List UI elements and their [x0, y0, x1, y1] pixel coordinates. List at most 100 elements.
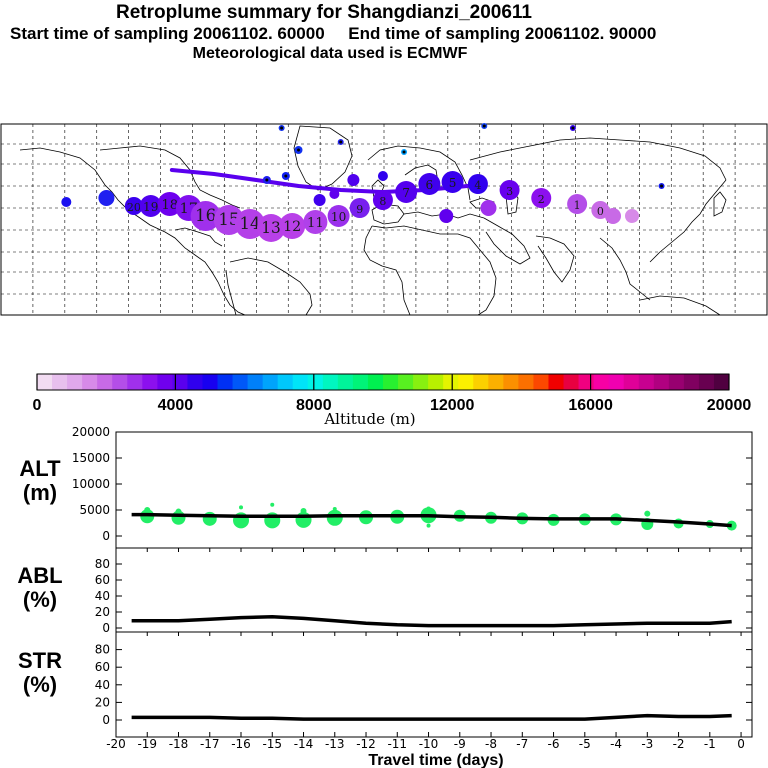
y-tick-label: 0	[102, 529, 110, 543]
colorbar-swatch	[112, 374, 128, 390]
x-tick-label: -6	[548, 737, 560, 751]
coastline-asia-east	[649, 179, 727, 263]
coastline-india	[535, 235, 575, 283]
plume-point	[567, 194, 588, 214]
plume-point	[279, 213, 306, 239]
colorbar-swatch	[398, 374, 414, 390]
plume-point-core	[265, 178, 269, 182]
plume-day-label: 5	[449, 176, 457, 190]
colorbar-swatch	[142, 374, 158, 390]
x-tick-label: -15	[262, 737, 282, 751]
colorbar-swatch	[638, 374, 655, 390]
colorbar-swatch	[157, 374, 173, 390]
plume-point	[257, 214, 286, 242]
alt-panel-label: ALT	[19, 456, 61, 481]
plume-point	[139, 195, 162, 217]
y-tick-label: 40	[95, 589, 110, 603]
y-tick-label: 10000	[72, 477, 110, 491]
colorbar-swatch	[217, 374, 234, 390]
plume-day-label: 15	[218, 210, 239, 229]
x-tick-label: -16	[231, 737, 251, 751]
colorbar-swatch	[82, 374, 98, 390]
x-tick-label: -1	[704, 737, 716, 751]
x-tick-label: -12	[356, 737, 376, 751]
coastline-arabia	[483, 217, 531, 265]
x-tick-label: -2	[673, 737, 685, 751]
colorbar-swatch	[172, 374, 188, 390]
colorbar-swatch	[322, 374, 339, 390]
plume-day-label: 0	[597, 205, 604, 218]
colorbar-swatch	[67, 374, 83, 390]
plume-point-core	[339, 140, 343, 144]
plume-day-label: 8	[379, 195, 386, 208]
plume-point	[190, 201, 221, 231]
plume-day-label: 20	[127, 201, 141, 214]
y-tick-label: 0	[102, 621, 110, 635]
coastline-africa-west	[363, 225, 411, 316]
x-tick-label: -7	[516, 737, 528, 751]
coastline-southeast-asia	[599, 237, 651, 301]
series-line-alt	[131, 512, 732, 528]
series-line-str	[131, 713, 732, 721]
y-tick-label: 60	[95, 660, 110, 674]
colorbar-swatch	[683, 374, 700, 390]
y-tick-label: 80	[95, 643, 110, 657]
x-tick-label: -3	[641, 737, 653, 751]
y-tick-label: 5000	[79, 503, 110, 517]
colorbar: 0 4000 8000 12000 16000 20000 Altitude (m)	[33, 373, 752, 428]
colorbar-swatch	[37, 374, 53, 390]
x-tick-label: -8	[485, 737, 497, 751]
alt-scatter-point	[426, 506, 431, 511]
plume-point-core	[571, 126, 575, 130]
colorbar-swatch	[352, 374, 369, 390]
colorbar-swatch	[608, 374, 625, 390]
coastline-asia-north	[469, 137, 727, 181]
colorbar-tick-label: 0	[33, 397, 42, 414]
x-tick-label: -20	[106, 737, 126, 751]
plume-point	[441, 171, 464, 193]
sampling-times: Start time of sampling 20061102. 60000 E…	[10, 24, 657, 43]
plume-point	[157, 192, 182, 216]
plume-point	[234, 209, 265, 239]
colorbar-swatch	[428, 374, 444, 390]
x-tick-label: -10	[419, 737, 439, 751]
alt-scatter-point	[239, 505, 244, 510]
met-data-note: Meteorological data used is ECMWF	[192, 45, 468, 62]
colorbar-swatch	[668, 374, 685, 390]
str-panel-units: (%)	[23, 672, 57, 697]
plume-point	[329, 189, 340, 199]
x-tick-label: -13	[325, 737, 345, 751]
colorbar-swatch	[337, 374, 354, 390]
colorbar-tick-label: 12000	[430, 397, 475, 414]
x-tick-label: -11	[387, 737, 407, 751]
alt-scatter-point	[295, 511, 312, 528]
colorbar-swatch	[488, 374, 504, 390]
plume-point	[347, 174, 360, 186]
colorbar-tick-label: 20000	[707, 397, 752, 414]
plume-day-label: 12	[283, 219, 301, 235]
colorbar-swatch	[473, 374, 489, 390]
plume-point-core	[660, 184, 664, 188]
colorbar-swatch	[307, 374, 324, 390]
chart-title: Retroplume summary for Shangdianzi_20061…	[115, 2, 533, 23]
plume-point-core	[284, 174, 288, 178]
time-series-panels: ALT (m) ABL (%) STR (%) 0 5000 10000 15000 2…	[17, 425, 753, 768]
alt-scatter-point	[644, 510, 651, 517]
colorbar-swatch	[503, 374, 519, 390]
y-tick-label: 20000	[72, 425, 110, 439]
colorbar-swatch	[413, 374, 429, 390]
plume-point	[313, 194, 326, 206]
plume-point	[625, 209, 640, 223]
alt-scatter-point	[332, 506, 337, 511]
plume-day-label: 11	[307, 216, 324, 231]
colorbar-swatch	[698, 374, 715, 390]
alt-panel-units: (m)	[23, 480, 57, 505]
plume-day-label: 4	[474, 179, 481, 192]
panels-frame	[115, 431, 753, 738]
plume-day-label: 1	[574, 199, 581, 212]
plume-point	[499, 180, 520, 200]
coastline-africa	[371, 225, 497, 316]
plume-point	[372, 190, 393, 210]
colorbar-swatch	[292, 374, 309, 390]
